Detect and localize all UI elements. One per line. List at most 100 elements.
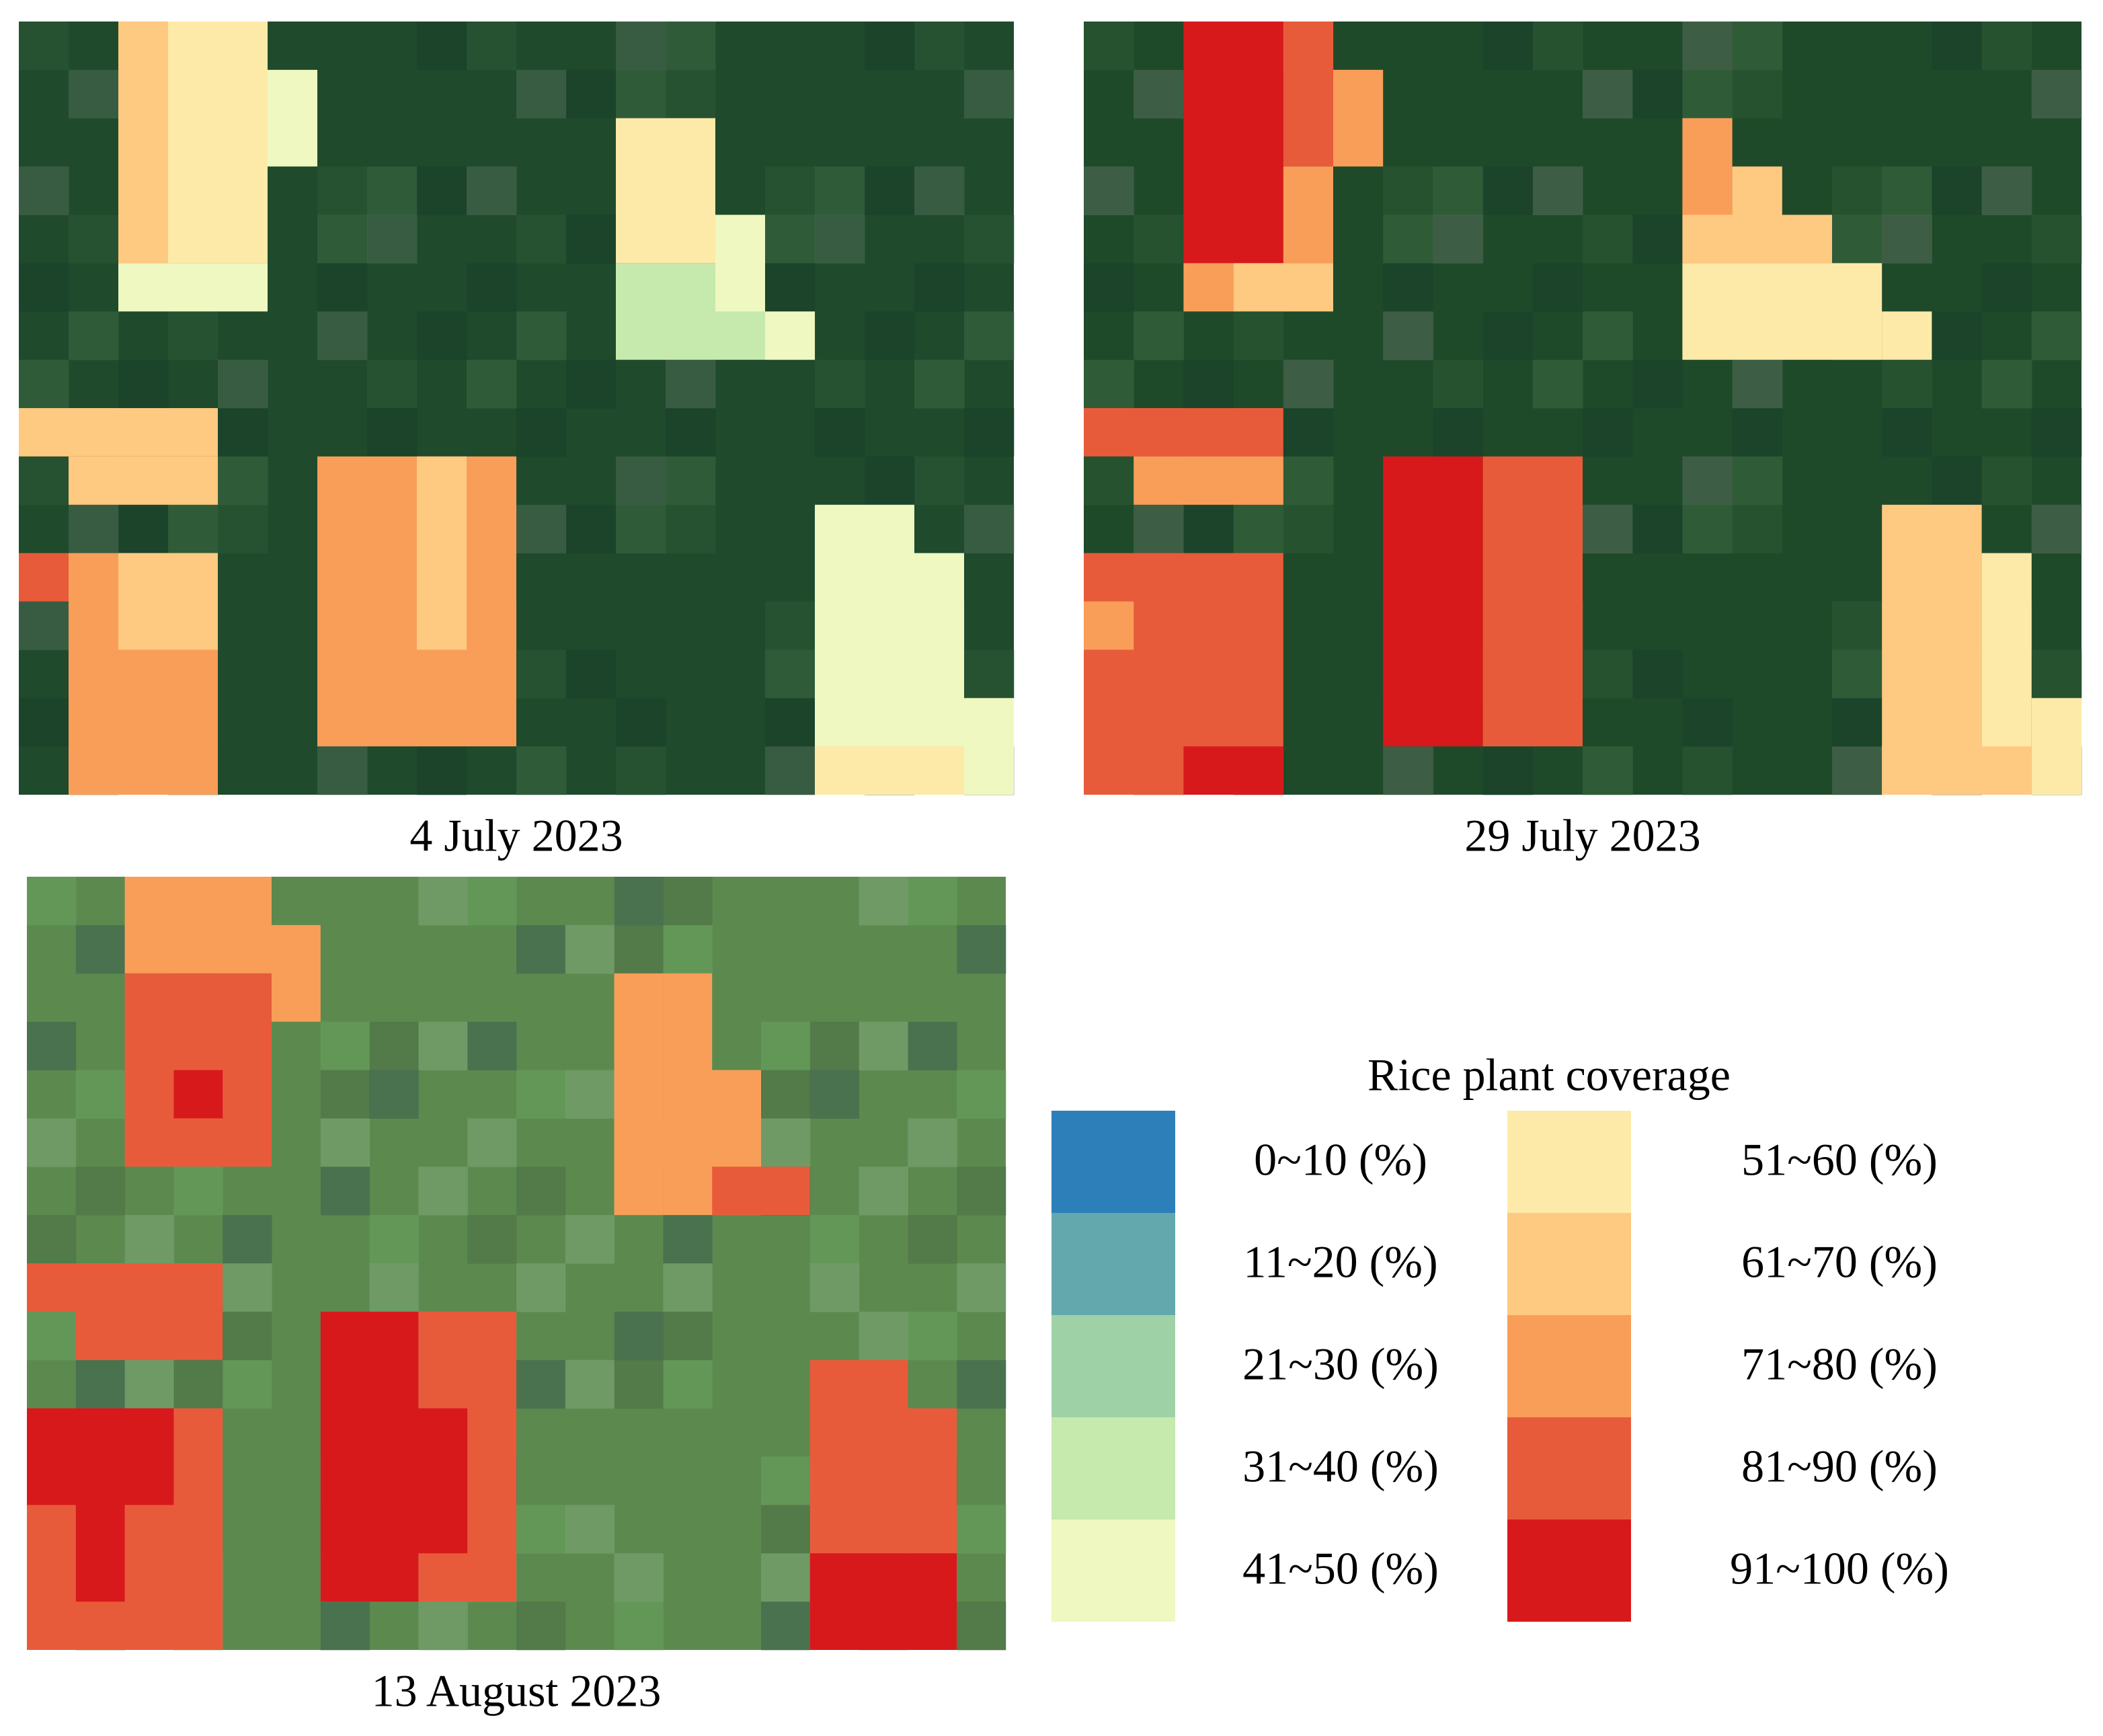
legend-swatch <box>1052 1520 1175 1622</box>
legend-title: Rice plant coverage <box>1367 1050 1731 1101</box>
map-pixel <box>765 649 816 699</box>
map-pixel <box>908 1311 957 1361</box>
map-pixel <box>914 456 965 506</box>
map-pixel <box>320 1070 370 1119</box>
map-pixel <box>815 214 865 264</box>
legend-swatch <box>1052 1213 1175 1315</box>
map-pixel <box>809 1263 860 1312</box>
map-pixel <box>417 746 467 795</box>
map-pixel <box>1482 166 1534 215</box>
map-pixel <box>666 69 716 119</box>
map-pixel <box>27 877 77 926</box>
map-pixel <box>418 1021 468 1070</box>
map-pixel <box>218 360 268 409</box>
map-pixel <box>1932 311 1983 360</box>
legend-swatch <box>1507 1315 1631 1417</box>
map-pixel <box>369 1263 419 1312</box>
map-pixel <box>317 214 368 264</box>
map-pixel <box>859 877 908 926</box>
legend-swatch <box>1507 1213 1631 1315</box>
map-pixel <box>565 1215 615 1264</box>
map-pixel <box>467 1021 517 1070</box>
field-pixels <box>118 553 218 650</box>
map-pixel <box>1981 456 2032 506</box>
field-pixels <box>1882 746 2032 795</box>
map-pixel <box>765 698 816 747</box>
map-pixel <box>566 214 617 264</box>
map-pixel <box>1183 504 1234 554</box>
map-pixel <box>1084 456 1134 506</box>
map-pixel <box>765 263 816 312</box>
map-pixel <box>1981 263 2032 312</box>
map-pixel <box>516 311 567 360</box>
map-pixel <box>218 408 268 457</box>
map-pixel <box>2031 69 2082 119</box>
map-pixel <box>666 408 716 457</box>
map-pixel <box>1532 263 1583 312</box>
field-pixels <box>124 877 272 974</box>
map-pixel <box>1583 408 1633 457</box>
map-pixel <box>75 1070 126 1119</box>
map-pixel <box>19 698 69 747</box>
map-pixel <box>173 1167 223 1216</box>
map-pixel <box>1832 649 1882 699</box>
legend-label: 0~10 (%) <box>1254 1134 1427 1185</box>
map-pixel <box>964 311 1015 360</box>
legend-swatch <box>1507 1417 1631 1520</box>
field-pixels <box>614 973 664 1216</box>
map-pixel <box>75 924 126 974</box>
map-pixel <box>957 1359 1006 1409</box>
map-pixel <box>1682 698 1733 747</box>
map-pixel <box>516 1167 566 1216</box>
map-pixel <box>859 1021 908 1070</box>
map-pixel <box>663 1359 713 1409</box>
map-pixel <box>1532 22 1583 71</box>
legend-label: 41~50 (%) <box>1242 1543 1439 1594</box>
map-pixel <box>616 22 666 71</box>
map-pixel <box>467 360 517 409</box>
map-pixel <box>1732 408 1783 457</box>
map-pixel <box>809 1215 860 1264</box>
map-pixel <box>223 1359 272 1409</box>
map-pixel <box>369 1021 419 1070</box>
map-pixel <box>1932 166 1983 215</box>
map-pixel <box>1882 360 1932 409</box>
map-pixel <box>908 1215 957 1264</box>
map-pixel <box>914 22 965 71</box>
map-pixel <box>467 166 517 215</box>
legend-swatch <box>1052 1111 1175 1213</box>
legend-label: 11~20 (%) <box>1243 1236 1437 1288</box>
map-pixel <box>865 166 915 215</box>
map-pixel <box>614 1359 664 1409</box>
legend-label: 81~90 (%) <box>1741 1441 1938 1492</box>
map-pixel <box>467 1215 517 1264</box>
map-pixel <box>223 1311 272 1361</box>
map-pixel <box>957 1602 1006 1651</box>
map-pixel <box>19 263 69 312</box>
map-pixel <box>467 877 517 926</box>
map-pixel <box>614 1602 664 1651</box>
map-pixel <box>418 1602 468 1651</box>
legend-swatch <box>1052 1315 1175 1417</box>
map-pixel <box>1084 263 1134 312</box>
field-pixels <box>168 22 268 264</box>
map-pixel <box>614 877 664 926</box>
map-pixel <box>1981 360 2032 409</box>
map-pixel <box>1583 214 1633 264</box>
map-pixel <box>964 408 1015 457</box>
map-pixel <box>1882 408 1932 457</box>
field-pixels <box>1283 166 1333 264</box>
map-pixel <box>1532 360 1583 409</box>
map-pixel <box>914 360 965 409</box>
map-pixel <box>516 408 567 457</box>
map-pixel <box>1383 214 1433 264</box>
map-pixel <box>616 746 666 795</box>
map-pixel <box>1433 360 1484 409</box>
field-pixels <box>1084 408 1283 457</box>
map-pixel <box>2031 214 2082 264</box>
map-pixel <box>19 360 69 409</box>
map-pixel <box>566 649 617 699</box>
map-pixel <box>218 504 268 554</box>
map-pixel <box>957 1263 1006 1312</box>
map-pixel <box>75 1167 126 1216</box>
